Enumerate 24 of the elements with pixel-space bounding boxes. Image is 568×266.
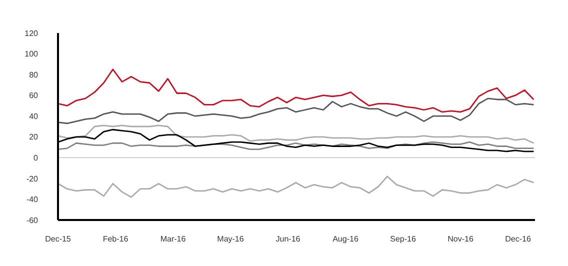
x-tick-label: Mar-16 <box>160 234 186 244</box>
y-tick-label: -20 <box>26 174 39 184</box>
x-tick-label: Sep-16 <box>390 234 416 244</box>
y-tick-label: 40 <box>29 112 39 121</box>
y-tick-label: 80 <box>29 70 39 80</box>
x-tick-label: May-16 <box>217 234 244 244</box>
y-tick-label: 60 <box>29 91 39 100</box>
x-tick-label: Dec-16 <box>505 234 532 244</box>
x-tick-label: Jun-16 <box>276 234 301 244</box>
y-tick-label: 120 <box>24 28 39 38</box>
y-tick-label: 0 <box>34 154 39 163</box>
x-tick-label: Aug-16 <box>332 234 359 244</box>
x-tick-label: Nov-16 <box>448 234 474 244</box>
line-series <box>58 124 534 144</box>
line-series <box>58 176 534 198</box>
line-series <box>58 141 534 150</box>
y-tick-label: -40 <box>26 195 39 204</box>
y-tick-label: 20 <box>29 132 39 142</box>
y-tick-label: 100 <box>24 50 39 59</box>
line-series <box>58 98 534 124</box>
x-tick-label: Feb-16 <box>102 234 129 244</box>
y-tick-label: -60 <box>26 216 39 225</box>
x-tick-label: Dec-15 <box>45 234 72 244</box>
line-series <box>58 68 534 113</box>
